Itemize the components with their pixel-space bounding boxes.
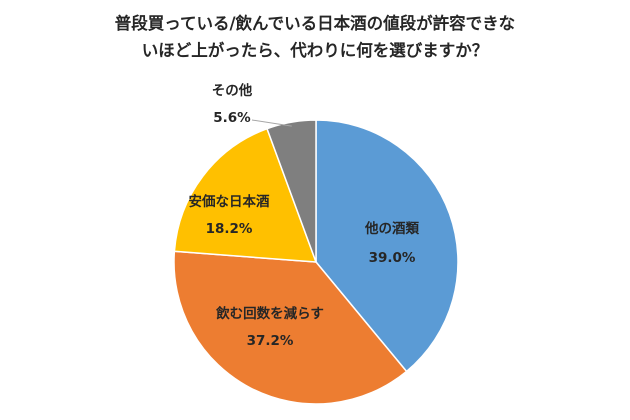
- pie-slice-1: [315, 119, 459, 373]
- slice-value-2: 37.2%: [247, 333, 294, 349]
- chart-title-line-1: 普段買っている/飲んでいる日本酒の値段が許容できな: [114, 14, 516, 33]
- slice-label-4: その他: [212, 82, 253, 99]
- pie-slice-3: [173, 127, 318, 263]
- chart-title-line-2: いほど上がったら、代わりに何を選びますか？: [141, 41, 489, 60]
- slice-label-1: 他の酒類: [364, 220, 419, 237]
- slice-label-2: 飲む回数を減らす: [215, 305, 324, 322]
- leader-line: [251, 119, 292, 127]
- pie-slices: [173, 119, 459, 405]
- slice-value-4: 5.6%: [213, 110, 251, 126]
- pie-slice-4: [266, 119, 317, 263]
- pie-labels: 他の酒類 39.0% 飲む回数を減らす 37.2% 安価な日本酒 18.2% その他 5.6%: [189, 82, 420, 349]
- slice-label-3: 安価な日本酒: [189, 193, 270, 210]
- slice-value-1: 39.0%: [369, 250, 416, 266]
- slice-value-3: 18.2%: [206, 221, 253, 237]
- chart-title: 普段買っている/飲んでいる日本酒の値段が許容できな いほど上がったら、代わりに何…: [0, 10, 630, 64]
- pie-slice-2: [173, 250, 408, 405]
